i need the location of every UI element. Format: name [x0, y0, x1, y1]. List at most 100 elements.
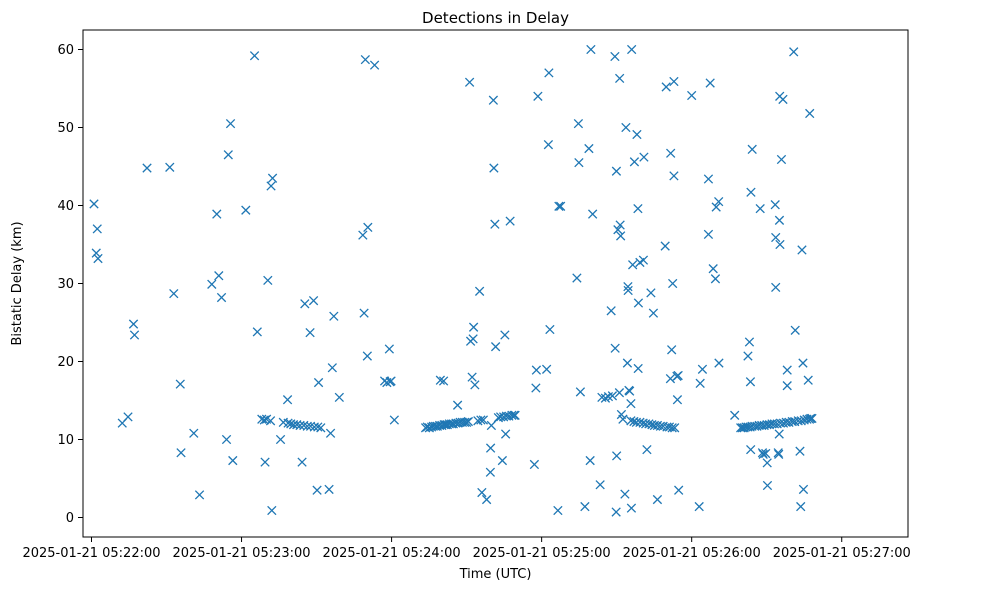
data-point — [363, 222, 373, 232]
y-tick-label: 50 — [57, 121, 74, 136]
data-point — [176, 448, 186, 458]
data-point — [595, 480, 605, 490]
chart-title: Detections in Delay — [422, 9, 569, 27]
data-point — [796, 501, 806, 512]
data-point — [673, 370, 683, 381]
data-point — [389, 415, 400, 425]
data-point — [93, 253, 103, 264]
y-tick-label: 20 — [57, 355, 74, 370]
data-point — [500, 429, 511, 439]
data-point — [334, 392, 344, 403]
data-point — [755, 203, 765, 214]
data-point — [770, 200, 780, 210]
data-point — [775, 239, 785, 250]
data-point — [796, 416, 806, 426]
data-point — [142, 163, 152, 173]
data-point — [194, 490, 205, 500]
data-point — [463, 416, 474, 427]
data-point — [714, 358, 724, 368]
data-point — [778, 94, 788, 105]
data-point — [573, 118, 584, 129]
data-point — [758, 449, 768, 459]
data-point — [275, 434, 286, 445]
data-point — [249, 51, 260, 61]
data-point — [708, 264, 718, 274]
y-tick-label: 10 — [57, 433, 74, 448]
data-point — [461, 417, 472, 427]
data-point — [490, 219, 500, 229]
data-point — [703, 229, 714, 240]
data-point — [797, 245, 807, 255]
data-point — [327, 363, 337, 373]
data-point — [260, 457, 270, 467]
data-point — [623, 285, 633, 296]
data-point — [316, 423, 326, 433]
data-point — [705, 78, 715, 88]
data-point — [632, 129, 642, 140]
data-point — [225, 118, 236, 129]
data-point — [485, 467, 496, 477]
y-tick-label: 0 — [66, 511, 74, 526]
data-point — [212, 209, 222, 219]
data-point — [223, 150, 233, 160]
y-tick-label: 40 — [57, 199, 74, 214]
data-point — [667, 423, 677, 433]
data-point — [221, 434, 232, 445]
data-point — [762, 480, 773, 491]
data-point — [711, 202, 721, 212]
data-point — [746, 444, 756, 455]
data-point — [468, 322, 479, 332]
data-point — [747, 144, 757, 154]
data-point — [744, 337, 755, 347]
data-point — [500, 330, 510, 340]
data-point — [611, 166, 622, 176]
data-point — [586, 44, 596, 55]
data-point — [776, 154, 787, 165]
data-point — [626, 398, 636, 409]
x-tick-label: 2025-01-21 05:27:00 — [773, 546, 911, 561]
data-point — [644, 419, 654, 429]
data-point — [730, 410, 740, 420]
data-point — [384, 344, 395, 354]
data-point — [774, 429, 784, 439]
data-point — [123, 412, 133, 422]
data-point — [805, 108, 815, 119]
x-tick-label: 2025-01-21 05:26:00 — [623, 546, 761, 561]
x-axis-label: Time (UTC) — [459, 567, 532, 582]
data-point — [362, 351, 372, 361]
data-point — [305, 327, 315, 338]
data-point — [267, 173, 278, 183]
data-point — [470, 380, 480, 390]
data-point — [216, 292, 227, 303]
data-point — [283, 418, 293, 428]
data-point — [300, 299, 310, 309]
data-point — [478, 415, 489, 425]
x-tick-label: 2025-01-21 05:24:00 — [323, 546, 461, 561]
data-point — [789, 47, 799, 57]
data-point — [782, 381, 792, 391]
data-point — [282, 395, 293, 405]
data-point — [710, 274, 721, 284]
data-point — [467, 372, 477, 382]
x-tick-label: 2025-01-21 05:22:00 — [22, 546, 160, 561]
y-axis-ticks: 0 10 20 30 40 50 60 — [57, 43, 83, 526]
data-point — [476, 415, 486, 425]
data-point — [92, 224, 102, 234]
data-point — [505, 216, 515, 226]
data-point — [481, 494, 492, 505]
data-point — [790, 325, 800, 335]
data-point — [610, 343, 620, 353]
data-point — [464, 77, 475, 87]
data-point — [128, 319, 139, 329]
data-point — [435, 375, 446, 385]
data-point — [807, 413, 817, 424]
data-point — [207, 279, 217, 289]
data-point — [628, 260, 638, 270]
data-point — [667, 345, 677, 355]
data-point — [488, 95, 499, 105]
data-point — [668, 278, 678, 289]
data-point — [297, 457, 307, 467]
data-point — [798, 484, 809, 495]
data-point — [623, 281, 633, 292]
data-point — [674, 485, 684, 495]
